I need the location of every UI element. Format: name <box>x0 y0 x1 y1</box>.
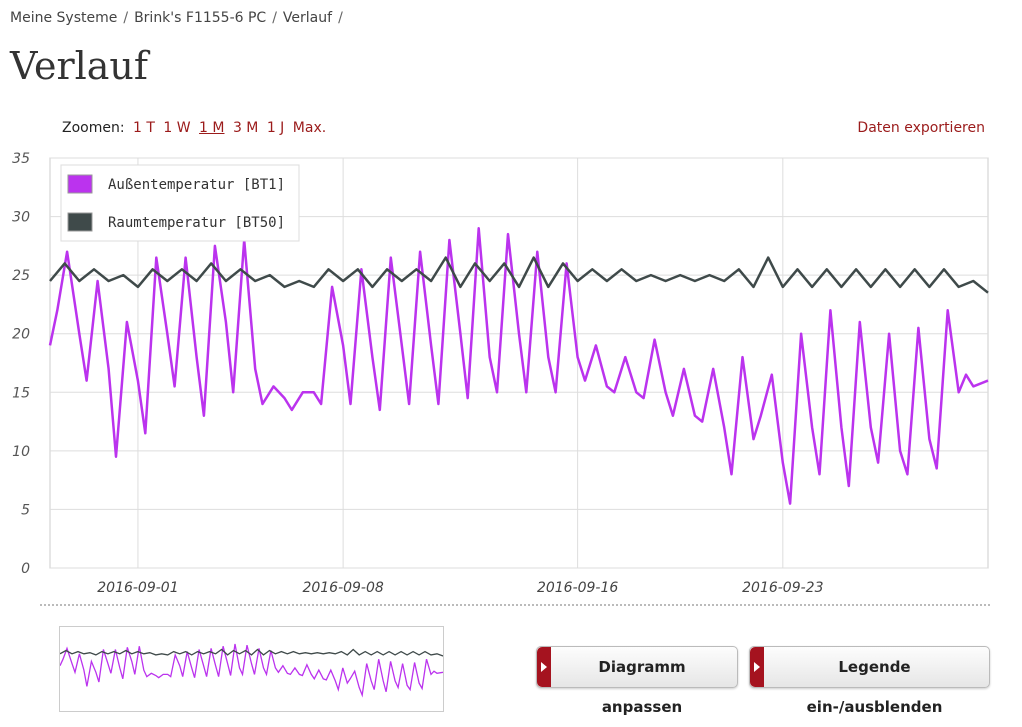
legend-swatch <box>67 174 93 194</box>
zoom-bar: Zoomen: 1 T 1 W 1 M 3 M 1 J Max. <box>62 120 326 136</box>
breadcrumb-separator: / <box>272 10 277 26</box>
breadcrumb-item-systems[interactable]: Meine Systeme <box>10 10 118 26</box>
temperature-chart[interactable]: 0 5 10 15 20 25 30 35 2016-09-01 2016-09-08 2016-0… <box>0 148 1022 600</box>
navigator-sparkline <box>59 643 444 698</box>
y-tick-label: 10 <box>12 444 30 460</box>
navigator-series-line <box>59 643 444 698</box>
x-tick-label: 2016-09-16 <box>537 580 618 596</box>
x-tick-label: 2016-09-01 <box>97 580 178 596</box>
arrow-right-icon <box>750 647 764 687</box>
y-tick-label: 35 <box>12 151 30 167</box>
zoom-option-1-day[interactable]: 1 T <box>133 120 155 136</box>
zoom-option-1-week[interactable]: 1 W <box>163 120 191 136</box>
y-tick-label: 15 <box>12 385 30 401</box>
divider <box>40 604 990 606</box>
legend-label: Raumtemperatur [BT50] <box>108 215 285 231</box>
zoom-option-1-month[interactable]: 1 M <box>199 120 225 136</box>
chart-navigator[interactable] <box>59 626 444 712</box>
y-tick-label: 30 <box>12 210 30 226</box>
navigator-series-line <box>59 648 444 657</box>
chart-legend <box>60 164 300 242</box>
x-tick-label: 2016-09-23 <box>742 580 823 596</box>
breadcrumb-item-system[interactable]: Brink's F1155-6 PC <box>134 10 267 26</box>
zoom-option-max[interactable]: Max. <box>292 120 327 136</box>
breadcrumb-separator: / <box>123 10 129 26</box>
series-line-outside-temperature <box>48 227 989 505</box>
zoom-option-1-year[interactable]: 1 J <box>266 120 285 136</box>
y-tick-label: 0 <box>21 561 30 577</box>
legend-label: Außentemperatur [BT1] <box>108 177 285 193</box>
breadcrumb-item-history[interactable]: Verlauf <box>282 10 333 26</box>
breadcrumb-separator: / <box>338 10 343 26</box>
arrow-right-icon <box>537 647 551 687</box>
breadcrumb: Meine Systeme / Brink's F1155-6 PC / Verlauf… <box>10 10 349 26</box>
y-tick-label: 20 <box>12 327 30 343</box>
x-tick-label: 2016-09-08 <box>302 580 383 596</box>
toggle-legend-button[interactable]: Legende ein-/ausblenden <box>749 646 990 716</box>
export-data-link[interactable]: Daten exportieren <box>857 120 985 136</box>
page-title: Verlauf <box>10 44 148 88</box>
zoom-option-3-months[interactable]: 3 M <box>232 120 259 136</box>
customize-chart-button[interactable]: Diagramm anpassen <box>536 646 738 716</box>
legend-swatch <box>67 212 93 232</box>
y-tick-label: 25 <box>12 268 30 284</box>
zoom-label: Zoomen: <box>62 120 125 136</box>
y-tick-label: 5 <box>21 502 30 518</box>
series-line-room-temperature <box>49 256 989 294</box>
